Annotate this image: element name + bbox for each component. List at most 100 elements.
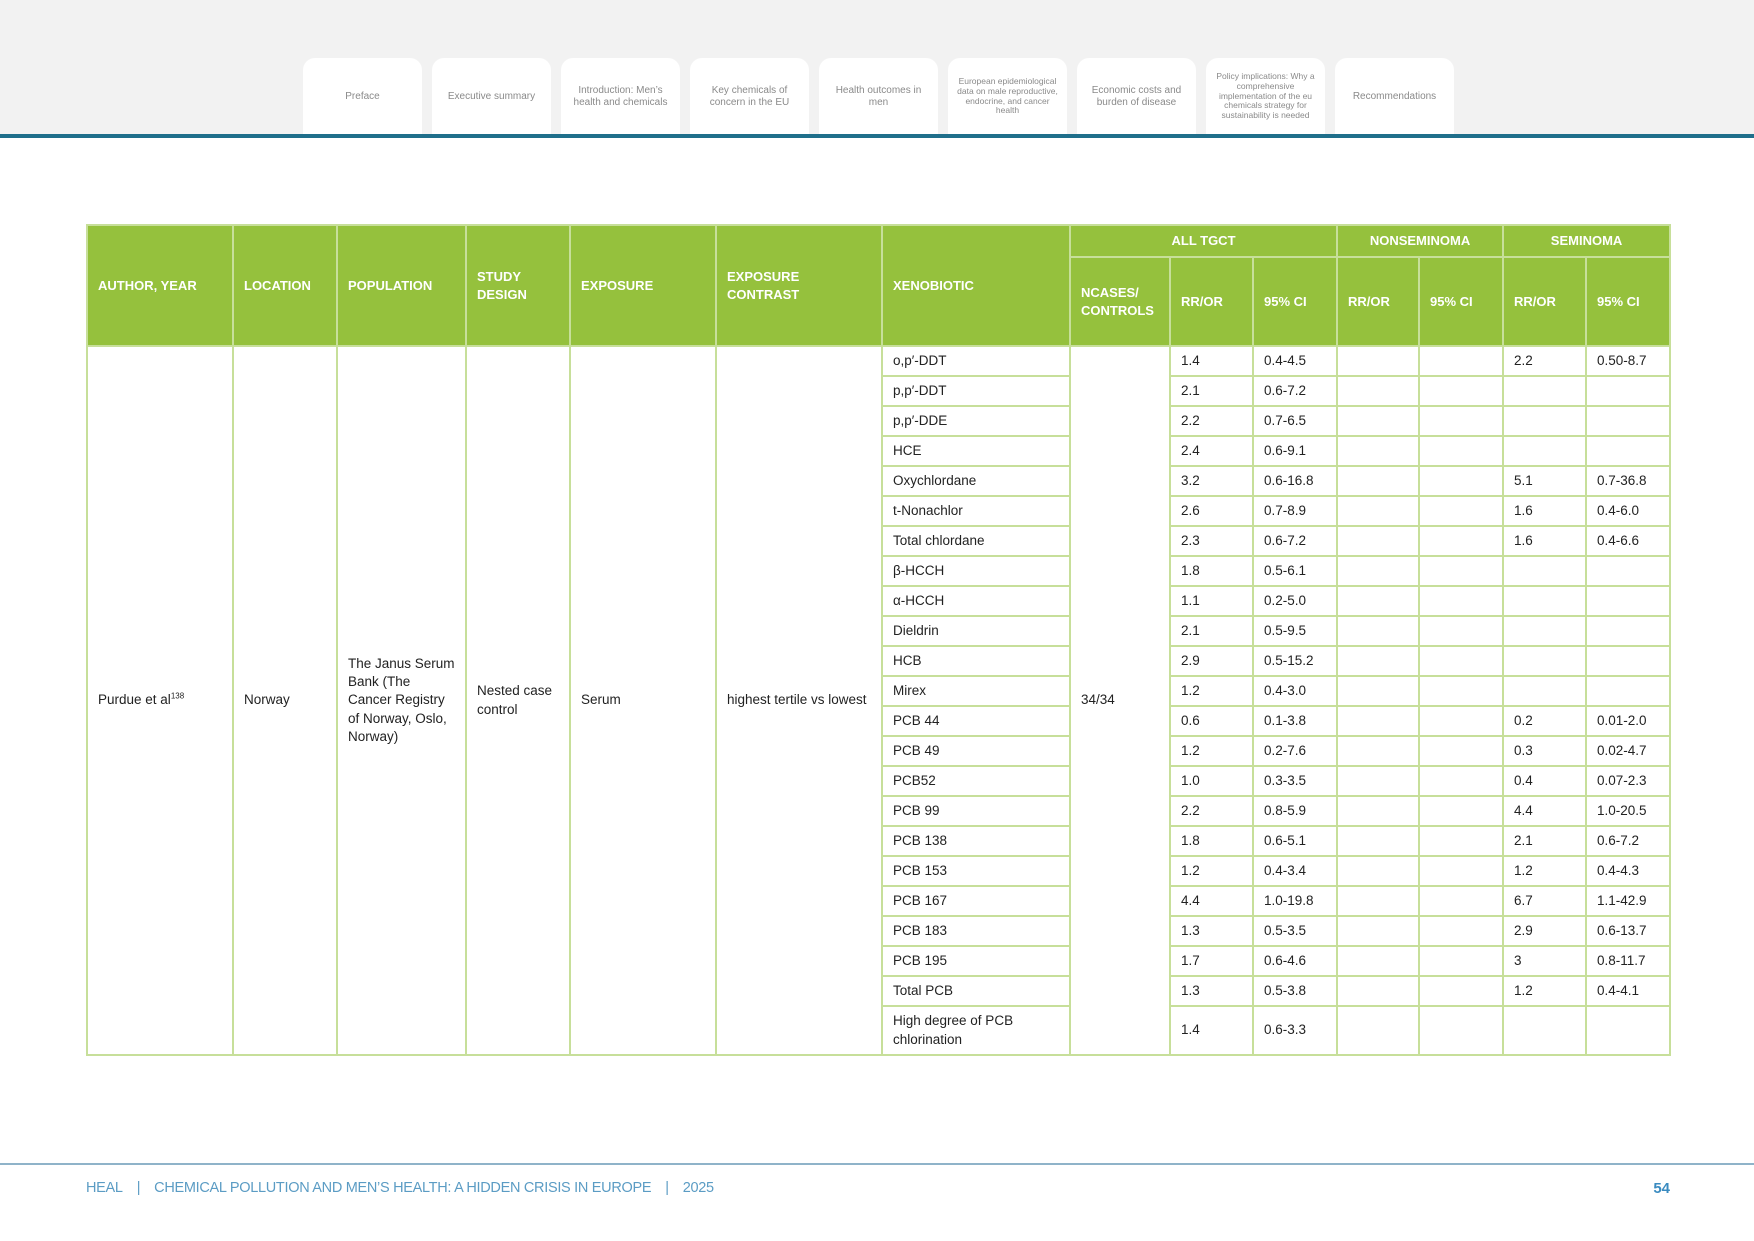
seminoma-rr-cell: 4.4 — [1502, 795, 1588, 827]
tab-recommendations[interactable]: Recommendations — [1335, 58, 1454, 135]
xenobiotic-cell: PCB 138 — [881, 825, 1071, 857]
tab-key-chemicals[interactable]: Key chemicals of concern in the EU — [690, 58, 809, 135]
table-row: PCB 183 1.3 0.5-3.5 2.9 0.6-13.7 — [87, 915, 1672, 947]
seminoma-ci-cell: 0.7-36.8 — [1585, 465, 1672, 497]
tgct-rr-cell: 1.7 — [1169, 945, 1254, 977]
header-group-all-tgct: ALL TGCT — [1068, 224, 1339, 258]
seminoma-ci-cell: 1.0-20.5 — [1585, 795, 1672, 827]
tgct-ci-cell: 0.6-3.3 — [1251, 1005, 1339, 1056]
seminoma-rr-cell — [1502, 615, 1588, 647]
seminoma-rr-cell: 1.2 — [1502, 855, 1588, 887]
seminoma-rr-cell: 0.2 — [1502, 705, 1588, 737]
header-nonseminoma-ci: 95% CI — [1418, 256, 1505, 347]
nonseminoma-rr-cell — [1336, 885, 1421, 917]
footer-separator: | — [136, 1180, 141, 1196]
table-row: Purdue et al138 Norway The Janus Serum Ban… — [86, 345, 1672, 1056]
nonseminoma-ci-cell — [1418, 855, 1505, 887]
tab-introduction[interactable]: Introduction: Men’s health and chemicals — [561, 58, 680, 135]
footer-year: 2025 — [682, 1180, 714, 1196]
seminoma-ci-cell — [1585, 405, 1672, 437]
header-location: LOCATION — [232, 224, 338, 347]
nonseminoma-ci-cell — [1418, 495, 1505, 527]
xenobiotic-cell: p,p′-DDE — [881, 405, 1071, 437]
nonseminoma-ci-cell — [1418, 645, 1505, 677]
seminoma-rr-cell: 1.6 — [1502, 495, 1588, 527]
tgct-rr-cell: 1.4 — [1169, 1005, 1254, 1056]
tgct-rr-cell: 1.8 — [1169, 555, 1254, 587]
seminoma-rr-cell: 2.2 — [1502, 345, 1588, 377]
nonseminoma-rr-cell — [1336, 405, 1421, 437]
seminoma-rr-cell — [1502, 555, 1588, 587]
table-row: High degree of PCB chlorination 1.4 0.6-3.… — [87, 1005, 1672, 1056]
nonseminoma-rr-cell — [1336, 795, 1421, 827]
seminoma-rr-cell: 1.6 — [1502, 525, 1588, 557]
xenobiotic-cell: Dieldrin — [881, 615, 1071, 647]
nonseminoma-ci-cell — [1418, 555, 1505, 587]
nonseminoma-rr-cell — [1336, 555, 1421, 587]
tgct-ci-cell: 0.7-8.9 — [1251, 495, 1339, 527]
xenobiotic-cell: β-HCCH — [881, 555, 1071, 587]
ncases-controls-cell: 34/34 — [1069, 345, 1171, 1056]
tgct-ci-cell: 0.4-3.4 — [1251, 855, 1339, 887]
nonseminoma-rr-cell — [1336, 525, 1421, 557]
tab-european-epidemiological-data[interactable]: European epidemiological data on male re… — [948, 58, 1067, 135]
nonseminoma-ci-cell — [1418, 1005, 1505, 1056]
xenobiotic-cell: PCB52 — [881, 765, 1071, 797]
seminoma-rr-cell — [1502, 405, 1588, 437]
tab-policy-implications[interactable]: Policy implications: Why a comprehensive… — [1206, 58, 1325, 135]
xenobiotic-cell: PCB 153 — [881, 855, 1071, 887]
seminoma-rr-cell — [1502, 645, 1588, 677]
header-tgct-ci: 95% CI — [1251, 256, 1339, 347]
exposure-cell: Serum — [569, 345, 717, 1056]
seminoma-rr-cell: 1.2 — [1502, 975, 1588, 1007]
tab-health-outcomes[interactable]: Health outcomes in men — [819, 58, 938, 135]
table-row: Dieldrin 2.1 0.5-9.5 — [87, 615, 1672, 647]
footer-divider — [0, 1163, 1754, 1165]
seminoma-ci-cell: 0.4-6.6 — [1585, 525, 1672, 557]
table-row: PCB 49 1.2 0.2-7.6 0.3 0.02-4.7 — [87, 735, 1672, 767]
header-seminoma-ci: 95% CI — [1585, 256, 1672, 347]
nonseminoma-ci-cell — [1418, 345, 1505, 377]
nonseminoma-ci-cell — [1418, 765, 1505, 797]
tab-preface[interactable]: Preface — [303, 58, 422, 135]
nonseminoma-ci-cell — [1418, 945, 1505, 977]
header-group-nonseminoma: NONSEMINOMA — [1336, 224, 1505, 258]
seminoma-ci-cell: 0.07-2.3 — [1585, 765, 1672, 797]
xenobiotic-cell: PCB 44 — [881, 705, 1071, 737]
tgct-ci-cell: 0.6-4.6 — [1251, 945, 1339, 977]
nonseminoma-rr-cell — [1336, 855, 1421, 887]
tab-economic-costs[interactable]: Economic costs and burden of disease — [1077, 58, 1196, 135]
tgct-rr-cell: 1.1 — [1169, 585, 1254, 617]
tab-executive-summary[interactable]: Executive summary — [432, 58, 551, 135]
table-row: Total PCB 1.3 0.5-3.8 1.2 0.4-4.1 — [87, 975, 1672, 1007]
table-row: Mirex 1.2 0.4-3.0 — [87, 675, 1672, 707]
footer: HEAL | CHEMICAL POLLUTION AND MEN’S HEALTH… — [86, 1180, 714, 1196]
nonseminoma-rr-cell — [1336, 765, 1421, 797]
nonseminoma-ci-cell — [1418, 795, 1505, 827]
seminoma-ci-cell — [1585, 375, 1672, 407]
nonseminoma-rr-cell — [1336, 585, 1421, 617]
table-header: AUTHOR, YEAR LOCATION POPULATION STUDY D… — [86, 224, 1672, 347]
nonseminoma-ci-cell — [1418, 615, 1505, 647]
table-row: Oxychlordane 3.2 0.6-16.8 5.1 0.7-36.8 — [87, 465, 1672, 497]
nonseminoma-rr-cell — [1336, 375, 1421, 407]
nonseminoma-rr-cell — [1336, 345, 1421, 377]
seminoma-rr-cell: 5.1 — [1502, 465, 1588, 497]
footer-org: HEAL — [86, 1180, 123, 1196]
nonseminoma-rr-cell — [1336, 825, 1421, 857]
nonseminoma-rr-cell — [1336, 975, 1421, 1007]
nonseminoma-ci-cell — [1418, 585, 1505, 617]
tgct-ci-cell: 0.6-9.1 — [1251, 435, 1339, 467]
table-row: p,p′-DDT 2.1 0.6-7.2 — [87, 375, 1672, 407]
xenobiotic-cell: Oxychlordane — [881, 465, 1071, 497]
nonseminoma-rr-cell — [1336, 945, 1421, 977]
tgct-rr-cell: 2.1 — [1169, 615, 1254, 647]
tgct-ci-cell: 0.2-7.6 — [1251, 735, 1339, 767]
section-tabs: Preface Executive summary Introduction: … — [303, 58, 1454, 135]
seminoma-ci-cell: 1.1-42.9 — [1585, 885, 1672, 917]
header-xenobiotic: XENOBIOTIC — [881, 224, 1071, 347]
tgct-rr-cell: 1.2 — [1169, 675, 1254, 707]
header-tgct-rr-or: RR/OR — [1169, 256, 1254, 347]
tgct-ci-cell: 0.2-5.0 — [1251, 585, 1339, 617]
tgct-ci-cell: 0.6-5.1 — [1251, 825, 1339, 857]
